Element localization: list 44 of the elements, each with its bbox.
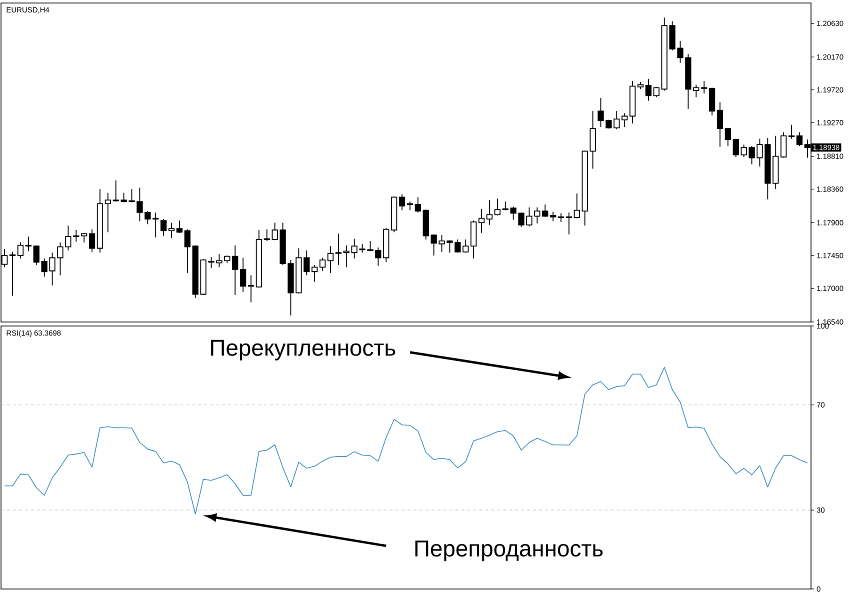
candlestick	[398, 194, 406, 211]
candlestick	[716, 102, 724, 148]
candlestick	[478, 208, 485, 234]
candlestick	[184, 228, 190, 274]
candlestick	[152, 212, 159, 238]
candlestick	[566, 212, 572, 235]
candlestick	[796, 132, 803, 147]
candlestick	[622, 112, 628, 128]
candlestick	[312, 264, 318, 282]
candlestick	[327, 246, 334, 274]
candlestick	[248, 274, 254, 303]
candlestick	[104, 192, 111, 233]
annotation: Перепроданность	[415, 540, 603, 562]
candlestick	[788, 124, 795, 140]
candlestick	[780, 132, 787, 158]
candlestick	[176, 220, 183, 234]
annotation: Перекупленность	[211, 340, 396, 360]
candlestick	[724, 127, 732, 147]
candlestick	[9, 251, 16, 296]
candlestick	[558, 212, 564, 222]
candlestick	[414, 196, 422, 213]
candlestick	[343, 244, 350, 268]
candlestick	[168, 222, 175, 238]
candlestick	[542, 204, 548, 218]
candlestick	[732, 138, 739, 158]
candlestick	[574, 193, 580, 219]
candlestick	[160, 218, 167, 236]
candlestick	[17, 242, 24, 259]
candlestick	[701, 80, 708, 94]
candlestick	[25, 236, 32, 252]
candlestick	[264, 228, 270, 242]
candlestick	[232, 244, 238, 296]
candlestick	[88, 228, 96, 252]
candlestick	[550, 211, 556, 222]
line-series	[4, 366, 808, 514]
candlestick	[708, 87, 716, 116]
candlestick	[406, 201, 414, 211]
candlestick	[486, 200, 493, 226]
candlestick	[335, 233, 342, 266]
candlestick	[33, 244, 40, 266]
candlestick	[645, 78, 652, 102]
candlestick	[494, 198, 500, 216]
candlestick	[319, 257, 326, 272]
candlestick	[240, 257, 246, 293]
